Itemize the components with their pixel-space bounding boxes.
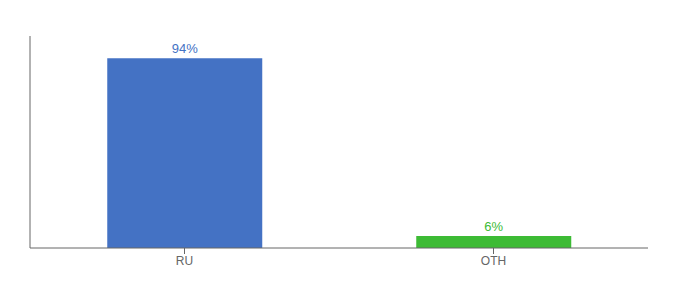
svg-text:RU: RU <box>176 254 193 268</box>
svg-text:94%: 94% <box>172 41 198 56</box>
svg-text:6%: 6% <box>484 219 503 234</box>
svg-text:OTH: OTH <box>481 254 506 268</box>
